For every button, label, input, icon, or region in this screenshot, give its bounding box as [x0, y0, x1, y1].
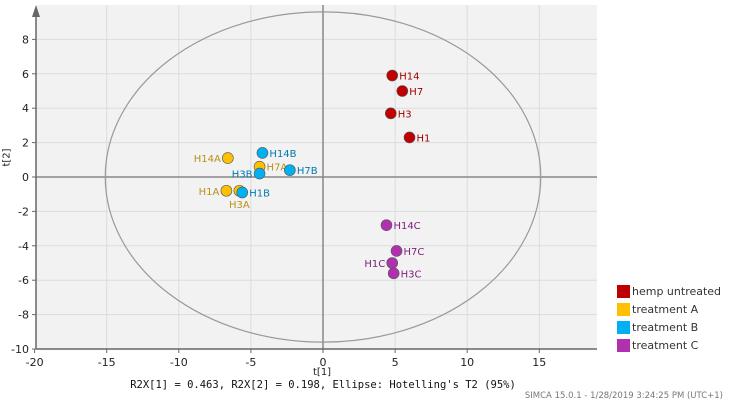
y-tick-label: -6 — [18, 274, 29, 287]
legend-item-treatment-c[interactable]: treatment C — [617, 336, 721, 354]
data-point-label: H14 — [399, 72, 419, 83]
legend-label: treatment B — [632, 320, 699, 334]
y-tick-label: 6 — [22, 68, 29, 81]
x-tick-label: -10 — [170, 356, 188, 369]
x-tick-label: -20 — [26, 356, 44, 369]
x-tick-label: -15 — [98, 356, 116, 369]
y-tick-label: -4 — [18, 240, 29, 253]
data-point-label: H1 — [417, 133, 431, 144]
legend-swatch — [617, 338, 630, 352]
x-tick-label: 0 — [320, 356, 327, 369]
legend-label: treatment A — [632, 302, 699, 316]
data-point-label: H7B — [297, 166, 318, 177]
y-tick-label: -10 — [11, 343, 29, 356]
software-footer: SIMCA 15.0.1 - 1/28/2019 3:24:25 PM (UTC… — [524, 391, 723, 401]
legend-label: treatment C — [632, 338, 699, 352]
data-point-label: H14B — [269, 149, 296, 160]
series-treatment-C: H14C H7C H1C H3C — [364, 219, 425, 280]
data-point — [403, 131, 416, 144]
series-treatment-A: H14A H7A H1A H3A — [194, 152, 288, 211]
series-hemp-untreated: H14 H7 H3 H1 — [384, 69, 431, 144]
data-point — [222, 152, 234, 164]
y-axis-arrow — [32, 5, 40, 17]
data-point-label: H7 — [409, 87, 423, 98]
y-tick-label: 2 — [22, 137, 29, 150]
data-point-label: H1C — [364, 259, 385, 270]
data-point — [256, 147, 269, 159]
model-caption: R2X[1] = 0.463, R2X[2] = 0.198, Ellipse:… — [130, 379, 516, 391]
data-point — [380, 219, 393, 231]
data-point-label: H3A — [229, 200, 250, 211]
legend-label: hemp untreated — [632, 284, 722, 298]
data-point — [236, 186, 249, 199]
x-tick-label: 5 — [392, 356, 399, 369]
legend-item-treatment-b[interactable]: treatment B — [617, 318, 721, 336]
x-axis-label: t[1] — [313, 367, 332, 378]
legend-swatch — [617, 302, 630, 316]
data-point-label: H7C — [404, 247, 425, 258]
data-point-label: H1A — [199, 187, 220, 198]
x-tick-label: 15 — [532, 356, 546, 369]
y-tick-label: 8 — [22, 33, 29, 46]
y-tick-label: -8 — [18, 309, 29, 322]
data-point — [387, 267, 400, 280]
legend-item-hemp-untreated[interactable]: hemp untreated — [617, 282, 721, 300]
legend-swatch — [617, 284, 630, 298]
data-point — [386, 69, 399, 82]
y-tick-label: 0 — [22, 171, 29, 184]
data-point-label: H1B — [249, 188, 270, 199]
data-point-label: H3B — [232, 170, 253, 181]
data-point — [396, 85, 409, 97]
data-point-label: H3C — [401, 269, 422, 280]
hotelling-ellipse — [104, 11, 542, 343]
x-tick-label: 10 — [460, 356, 474, 369]
data-point — [390, 245, 403, 257]
data-point-label: H14C — [393, 221, 420, 232]
legend: hemp untreated treatment A treatment B t… — [617, 282, 721, 354]
y-tick-label: -2 — [18, 205, 29, 218]
data-point-label: H14A — [194, 154, 221, 165]
data-point — [284, 164, 296, 176]
y-tick-label: 4 — [22, 102, 29, 115]
data-point — [386, 257, 399, 269]
data-point-label: H3 — [398, 109, 412, 120]
legend-item-treatment-a[interactable]: treatment A — [617, 300, 721, 318]
data-point — [384, 107, 397, 120]
data-point — [253, 167, 266, 180]
data-point — [220, 184, 233, 197]
y-axis-label: t[2] — [1, 148, 13, 167]
series-treatment-B: H14B H3B H7B H1B — [232, 147, 318, 199]
data-point-label: H7A — [267, 163, 288, 174]
x-tick-label: -5 — [245, 356, 256, 369]
legend-swatch — [617, 320, 630, 334]
